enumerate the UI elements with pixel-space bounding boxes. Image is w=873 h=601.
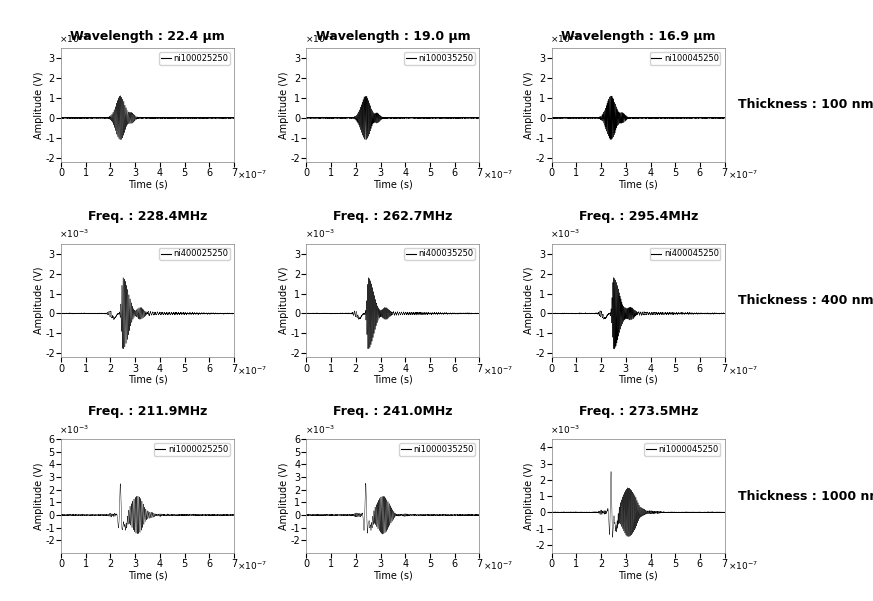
Y-axis label: Amplitude (V): Amplitude (V) — [34, 71, 44, 139]
Text: Thickness : 100 nm: Thickness : 100 nm — [738, 99, 873, 111]
Text: $\times 10^{-3}$: $\times 10^{-3}$ — [550, 424, 580, 436]
Text: $\times 10^{-7}$: $\times 10^{-7}$ — [728, 169, 758, 181]
X-axis label: Time (s): Time (s) — [373, 375, 413, 385]
Text: $\times 10^{-3}$: $\times 10^{-3}$ — [550, 228, 580, 240]
Y-axis label: Amplitude (V): Amplitude (V) — [34, 267, 44, 334]
Text: $\times 10^{-7}$: $\times 10^{-7}$ — [237, 364, 267, 377]
X-axis label: Time (s): Time (s) — [373, 570, 413, 581]
Text: $\times 10^{-7}$: $\times 10^{-7}$ — [237, 560, 267, 572]
Text: Freq. : 262.7MHz: Freq. : 262.7MHz — [333, 210, 452, 222]
X-axis label: Time (s): Time (s) — [373, 180, 413, 189]
X-axis label: Time (s): Time (s) — [618, 180, 658, 189]
Legend: ni1000025250: ni1000025250 — [154, 444, 230, 456]
Y-axis label: Amplitude (V): Amplitude (V) — [279, 71, 289, 139]
Legend: ni400035250: ni400035250 — [404, 248, 475, 260]
Y-axis label: Amplitude (V): Amplitude (V) — [525, 267, 534, 334]
Legend: ni400025250: ni400025250 — [159, 248, 230, 260]
X-axis label: Time (s): Time (s) — [127, 180, 168, 189]
Y-axis label: Amplitude (V): Amplitude (V) — [279, 267, 289, 334]
Y-axis label: Amplitude (V): Amplitude (V) — [525, 462, 534, 530]
Legend: ni100045250: ni100045250 — [650, 52, 720, 64]
Text: $\times 10^{-3}$: $\times 10^{-3}$ — [550, 32, 580, 44]
Legend: ni100025250: ni100025250 — [159, 52, 230, 64]
Text: $\times 10^{-3}$: $\times 10^{-3}$ — [59, 32, 89, 44]
Title: Wavelength : 16.9 μm: Wavelength : 16.9 μm — [561, 29, 716, 43]
Text: $\times 10^{-7}$: $\times 10^{-7}$ — [483, 169, 512, 181]
Legend: ni1000035250: ni1000035250 — [399, 444, 475, 456]
Text: Freq. : 273.5MHz: Freq. : 273.5MHz — [579, 405, 698, 418]
Text: $\times 10^{-7}$: $\times 10^{-7}$ — [237, 169, 267, 181]
Text: Freq. : 228.4MHz: Freq. : 228.4MHz — [88, 210, 207, 222]
X-axis label: Time (s): Time (s) — [618, 375, 658, 385]
Text: Freq. : 211.9MHz: Freq. : 211.9MHz — [88, 405, 207, 418]
Text: $\times 10^{-3}$: $\times 10^{-3}$ — [59, 228, 89, 240]
Text: $\times 10^{-3}$: $\times 10^{-3}$ — [305, 424, 334, 436]
Y-axis label: Amplitude (V): Amplitude (V) — [279, 462, 289, 530]
Text: $\times 10^{-7}$: $\times 10^{-7}$ — [483, 364, 512, 377]
Text: Thickness : 400 nm: Thickness : 400 nm — [738, 294, 873, 307]
Title: Wavelength : 19.0 μm: Wavelength : 19.0 μm — [315, 29, 471, 43]
Legend: ni100035250: ni100035250 — [404, 52, 475, 64]
Y-axis label: Amplitude (V): Amplitude (V) — [525, 71, 534, 139]
Text: $\times 10^{-3}$: $\times 10^{-3}$ — [59, 424, 89, 436]
Text: $\times 10^{-7}$: $\times 10^{-7}$ — [728, 560, 758, 572]
Text: $\times 10^{-3}$: $\times 10^{-3}$ — [305, 228, 334, 240]
Text: $\times 10^{-3}$: $\times 10^{-3}$ — [305, 32, 334, 44]
Legend: ni1000045250: ni1000045250 — [644, 444, 720, 456]
X-axis label: Time (s): Time (s) — [127, 570, 168, 581]
Title: Wavelength : 22.4 μm: Wavelength : 22.4 μm — [70, 29, 225, 43]
Y-axis label: Amplitude (V): Amplitude (V) — [34, 462, 44, 530]
Text: Freq. : 241.0MHz: Freq. : 241.0MHz — [333, 405, 452, 418]
Text: Thickness : 1000 nm: Thickness : 1000 nm — [738, 490, 873, 502]
Text: $\times 10^{-7}$: $\times 10^{-7}$ — [483, 560, 512, 572]
Text: Freq. : 295.4MHz: Freq. : 295.4MHz — [579, 210, 698, 222]
X-axis label: Time (s): Time (s) — [618, 570, 658, 581]
X-axis label: Time (s): Time (s) — [127, 375, 168, 385]
Text: $\times 10^{-7}$: $\times 10^{-7}$ — [728, 364, 758, 377]
Legend: ni400045250: ni400045250 — [650, 248, 720, 260]
